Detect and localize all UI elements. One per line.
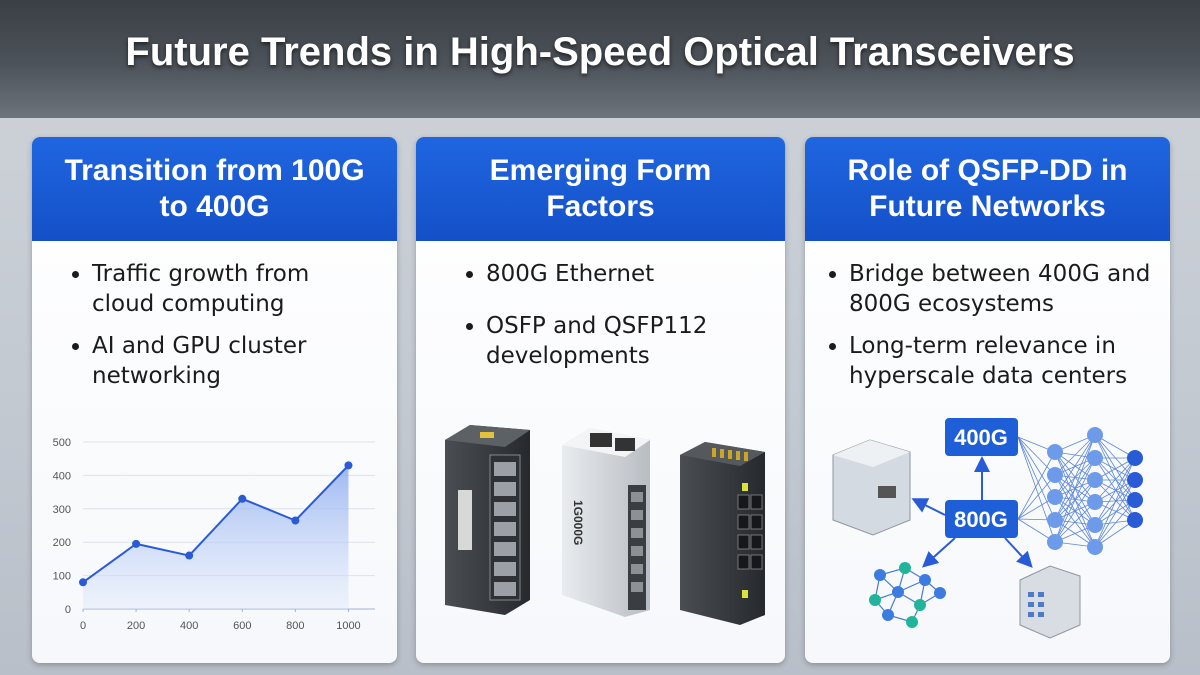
mesh-node: [869, 594, 881, 606]
x-tick-label: 1000: [336, 620, 360, 632]
x-tick-label: 800: [286, 620, 304, 632]
mesh-node: [914, 599, 926, 611]
card-heading: Transition from 100G to 400G: [32, 137, 397, 241]
network-link: [1054, 457, 1096, 543]
bullet: OSFP and QSFP112 developments: [486, 311, 735, 371]
data-point: [132, 539, 141, 548]
x-tick-label: 400: [180, 620, 198, 632]
network-link: [1017, 436, 1056, 498]
bullet: Bridge between 400G and 800G ecosystems: [849, 259, 1166, 319]
network-node: [1087, 539, 1103, 555]
bullet: Long-term relevance in hyperscale data c…: [849, 331, 1166, 391]
diagram-label: 800G: [954, 507, 1008, 532]
network-link: [1017, 436, 1056, 476]
diagram-label: 400G: [954, 425, 1008, 450]
x-tick-label: 0: [80, 620, 86, 632]
header-band: [0, 0, 1200, 118]
network-node: [1127, 492, 1143, 508]
line-chart: 0 100 200 300 400 500 0 200 400 600 800 1000: [53, 437, 375, 632]
network-link: [1054, 434, 1096, 476]
y-tick-label: 0: [65, 604, 71, 616]
data-point: [79, 578, 87, 587]
network-node: [1087, 427, 1103, 443]
network-link: [1094, 434, 1136, 501]
card-heading: Emerging Form Factors: [416, 137, 785, 241]
data-point: [344, 461, 353, 470]
network-link: [1094, 499, 1136, 548]
module-label: 1G000G: [571, 500, 585, 545]
bullet-list: 800G Ethernet OSFP and QSFP112 developme…: [416, 259, 785, 371]
network-node: [1087, 472, 1103, 488]
network-diagram: 400G 800G: [832, 418, 1143, 639]
network-node: [1047, 467, 1063, 483]
mesh-node: [906, 616, 918, 628]
network-link: [1094, 457, 1136, 526]
mesh-node: [899, 562, 911, 574]
bullet-list: Bridge between 400G and 800G ecosystems …: [805, 259, 1170, 391]
network-link: [1094, 457, 1136, 503]
y-tick-label: 300: [53, 504, 71, 516]
line-area: [83, 465, 349, 609]
mesh-node: [934, 587, 946, 599]
network-link: [1054, 434, 1096, 498]
mesh-node: [892, 586, 904, 598]
transceiver-illustration: [680, 442, 765, 625]
network-link: [1054, 434, 1096, 521]
y-tick-label: 200: [53, 537, 71, 549]
network-link: [1094, 519, 1136, 548]
bullet-list: Traffic growth from cloud computing AI a…: [32, 259, 397, 391]
y-tick-label: 400: [53, 470, 71, 482]
bullet: 800G Ethernet: [486, 259, 735, 289]
data-point: [238, 494, 247, 503]
transceiver-illustration: 1G000G: [562, 428, 650, 617]
network-link: [1094, 434, 1136, 521]
mesh-node: [874, 569, 886, 581]
line: [82, 464, 350, 584]
card-heading: Role of QSFP-DD in Future Networks: [805, 137, 1170, 241]
x-tick-label: 200: [127, 620, 145, 632]
network-node: [1087, 494, 1103, 510]
y-tick-label: 100: [53, 571, 71, 583]
network-link: [1054, 479, 1096, 543]
bullet: AI and GPU cluster networking: [92, 331, 347, 391]
network-node: [1087, 450, 1103, 466]
network-link: [1094, 457, 1136, 501]
slide-title: Future Trends in High-Speed Optical Tran…: [125, 30, 1075, 74]
network-link: [1094, 457, 1136, 521]
mesh-node: [882, 609, 894, 621]
network-node: [1047, 489, 1063, 505]
y-tick-label: 500: [53, 437, 71, 449]
network-link: [1094, 479, 1136, 548]
network-node: [1127, 472, 1143, 488]
network-node: [1127, 450, 1143, 466]
network-link: [1094, 479, 1136, 521]
network-node: [1047, 444, 1063, 460]
network-node: [1127, 512, 1143, 528]
network-node: [1047, 512, 1063, 528]
network-link: [1017, 436, 1056, 521]
network-node: [1087, 517, 1103, 533]
card: Role of QSFP-DD in Future Networks Bridg…: [805, 137, 1170, 663]
network-link: [1054, 501, 1096, 543]
network-link: [1017, 451, 1056, 520]
x-tick-label: 600: [233, 620, 251, 632]
transceiver-illustration: [445, 425, 530, 615]
network-link: [1094, 457, 1136, 548]
bullet: Traffic growth from cloud computing: [92, 259, 347, 319]
data-point: [185, 551, 194, 560]
network-node: [1047, 534, 1063, 550]
mesh-node: [919, 574, 931, 586]
data-point: [291, 516, 300, 525]
network-link: [1017, 474, 1056, 520]
